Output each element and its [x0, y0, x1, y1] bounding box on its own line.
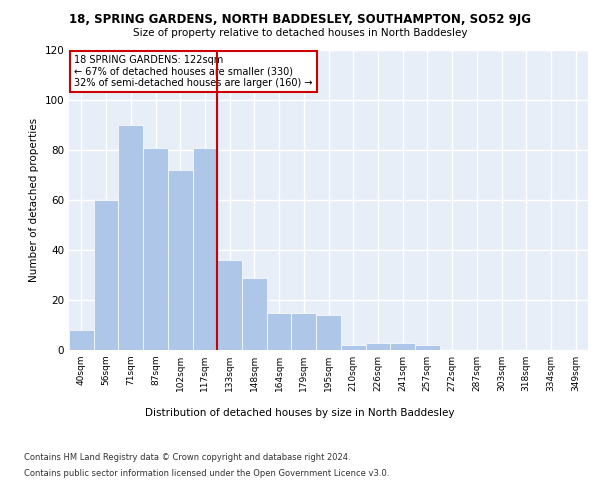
Bar [316, 315, 341, 350]
Bar [118, 125, 143, 350]
Bar [94, 200, 118, 350]
Text: Contains public sector information licensed under the Open Government Licence v3: Contains public sector information licen… [24, 468, 389, 477]
Bar [415, 345, 440, 350]
Bar [143, 148, 168, 350]
Bar [217, 260, 242, 350]
Bar [193, 148, 217, 350]
Text: Contains HM Land Registry data © Crown copyright and database right 2024.: Contains HM Land Registry data © Crown c… [24, 454, 350, 462]
Bar [292, 312, 316, 350]
Bar [267, 312, 292, 350]
Bar [168, 170, 193, 350]
Text: 18 SPRING GARDENS: 122sqm
← 67% of detached houses are smaller (330)
32% of semi: 18 SPRING GARDENS: 122sqm ← 67% of detac… [74, 54, 313, 88]
Bar [69, 330, 94, 350]
Bar [390, 342, 415, 350]
Bar [341, 345, 365, 350]
Bar [365, 342, 390, 350]
Bar [242, 278, 267, 350]
Text: Distribution of detached houses by size in North Baddesley: Distribution of detached houses by size … [145, 408, 455, 418]
Y-axis label: Number of detached properties: Number of detached properties [29, 118, 39, 282]
Text: 18, SPRING GARDENS, NORTH BADDESLEY, SOUTHAMPTON, SO52 9JG: 18, SPRING GARDENS, NORTH BADDESLEY, SOU… [69, 12, 531, 26]
Text: Size of property relative to detached houses in North Baddesley: Size of property relative to detached ho… [133, 28, 467, 38]
